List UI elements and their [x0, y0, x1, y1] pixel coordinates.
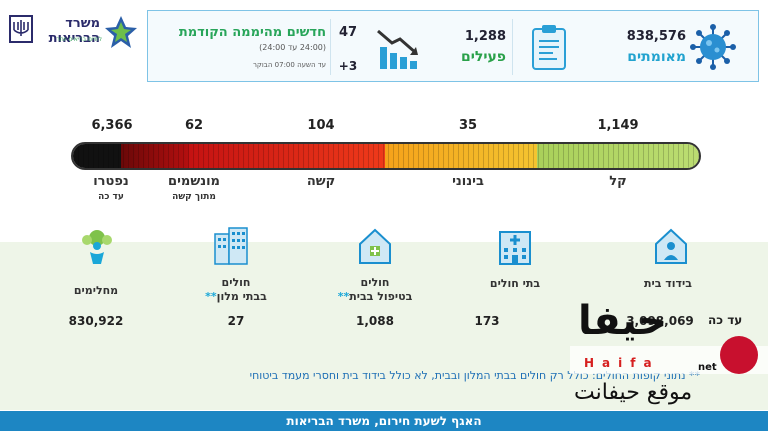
severe-label: קשה	[306, 174, 336, 189]
ministry-logo: משרד הבריאות לחיים בריאים יותר	[8, 12, 137, 52]
logo-tagline: לחיים בריאים יותר	[56, 36, 102, 43]
watermark-latin: Haifa	[584, 356, 660, 370]
bar-chart-down-icon	[377, 29, 418, 69]
moderate-label: בינוני	[452, 174, 484, 189]
new-cases-title: חדשים מהיממה הקודמת	[178, 25, 326, 40]
moderate-count: 35	[458, 118, 478, 133]
severity-segment-moderate	[385, 144, 537, 168]
home-care-count: 1,088	[356, 314, 394, 328]
hotel-label: חולים	[221, 276, 251, 289]
recovered-label: מחלימים	[73, 284, 119, 297]
severity-segment-dead	[73, 144, 121, 168]
watermark-red-circle	[720, 336, 758, 374]
clipboard-icon	[532, 25, 566, 70]
ventilated-count: 62	[184, 118, 204, 133]
confirmed-count: 838,576	[626, 29, 686, 44]
watermark-net: net	[698, 362, 717, 373]
hospital-label: בתי חולים	[489, 277, 541, 290]
hotel-count: 27	[227, 314, 245, 328]
new-cases-update-note: עד השעה 07:00 הבוקר	[252, 61, 326, 69]
ventilated-sublabel: מתוך קשה	[172, 192, 216, 202]
severity-segment-mild	[537, 144, 699, 168]
home-isolation-icon	[655, 228, 687, 264]
hotel-icon	[214, 227, 248, 265]
severity-bar	[71, 142, 701, 170]
recovered-count: 830,922	[68, 314, 124, 328]
home-care-sublabel: בטיפול בבית**	[337, 290, 413, 303]
haifanet-watermark: حيفا Haifa net موقع حيفانت	[570, 296, 768, 414]
dead-count: 6,366	[91, 118, 133, 133]
home-isolation-count: 3,098,069	[626, 314, 694, 328]
home-isolation-label: בידוד בית	[644, 277, 692, 290]
home-care-icon	[359, 228, 391, 264]
hospital-count: 173	[474, 314, 500, 328]
divider	[330, 19, 331, 75]
active-count: 1,288	[464, 29, 506, 44]
bar-ticks	[73, 144, 699, 168]
divider	[512, 19, 513, 75]
virus-icon	[690, 24, 736, 70]
ventilated-label: מונשמים	[168, 174, 220, 189]
hospital-icon	[499, 231, 531, 265]
severity-segment-ventilated	[121, 144, 189, 168]
so-far-label: עד כה	[708, 313, 743, 327]
logo-title: משרד הבריאות	[48, 16, 100, 46]
dead-sublabel: עד כה	[98, 192, 124, 202]
watermark-site-name: موقع حيفانت	[574, 380, 693, 405]
dead-label: נפטרו	[93, 174, 129, 189]
mild-count: 1,149	[597, 118, 639, 133]
home-care-label: חולים	[360, 276, 390, 289]
hotel-sublabel: בבתי מלון**	[205, 290, 267, 303]
stats-box: 838,576 מאומתים 1,288 פעילים 47 +3 חדשים…	[147, 10, 759, 82]
active-label: פעילים	[461, 49, 506, 65]
star-icon	[105, 16, 137, 48]
recovered-person-icon	[82, 230, 112, 264]
watermark-arabic: حيفا	[578, 298, 669, 344]
menorah-icon	[9, 15, 33, 43]
new-cases-period: (24:00 עד 24:00)	[259, 43, 326, 52]
severe-count: 104	[307, 118, 335, 133]
footer-bar: האגף לשעת חירום, משרד הבריאות	[0, 411, 768, 431]
severity-segment-severe	[189, 144, 385, 168]
new-cases-count: 47	[338, 25, 358, 40]
locations-panel	[0, 242, 768, 410]
confirmed-label: מאומתים	[627, 49, 686, 65]
mild-label: קל	[609, 174, 627, 189]
new-cases-delta: +3	[338, 59, 358, 73]
